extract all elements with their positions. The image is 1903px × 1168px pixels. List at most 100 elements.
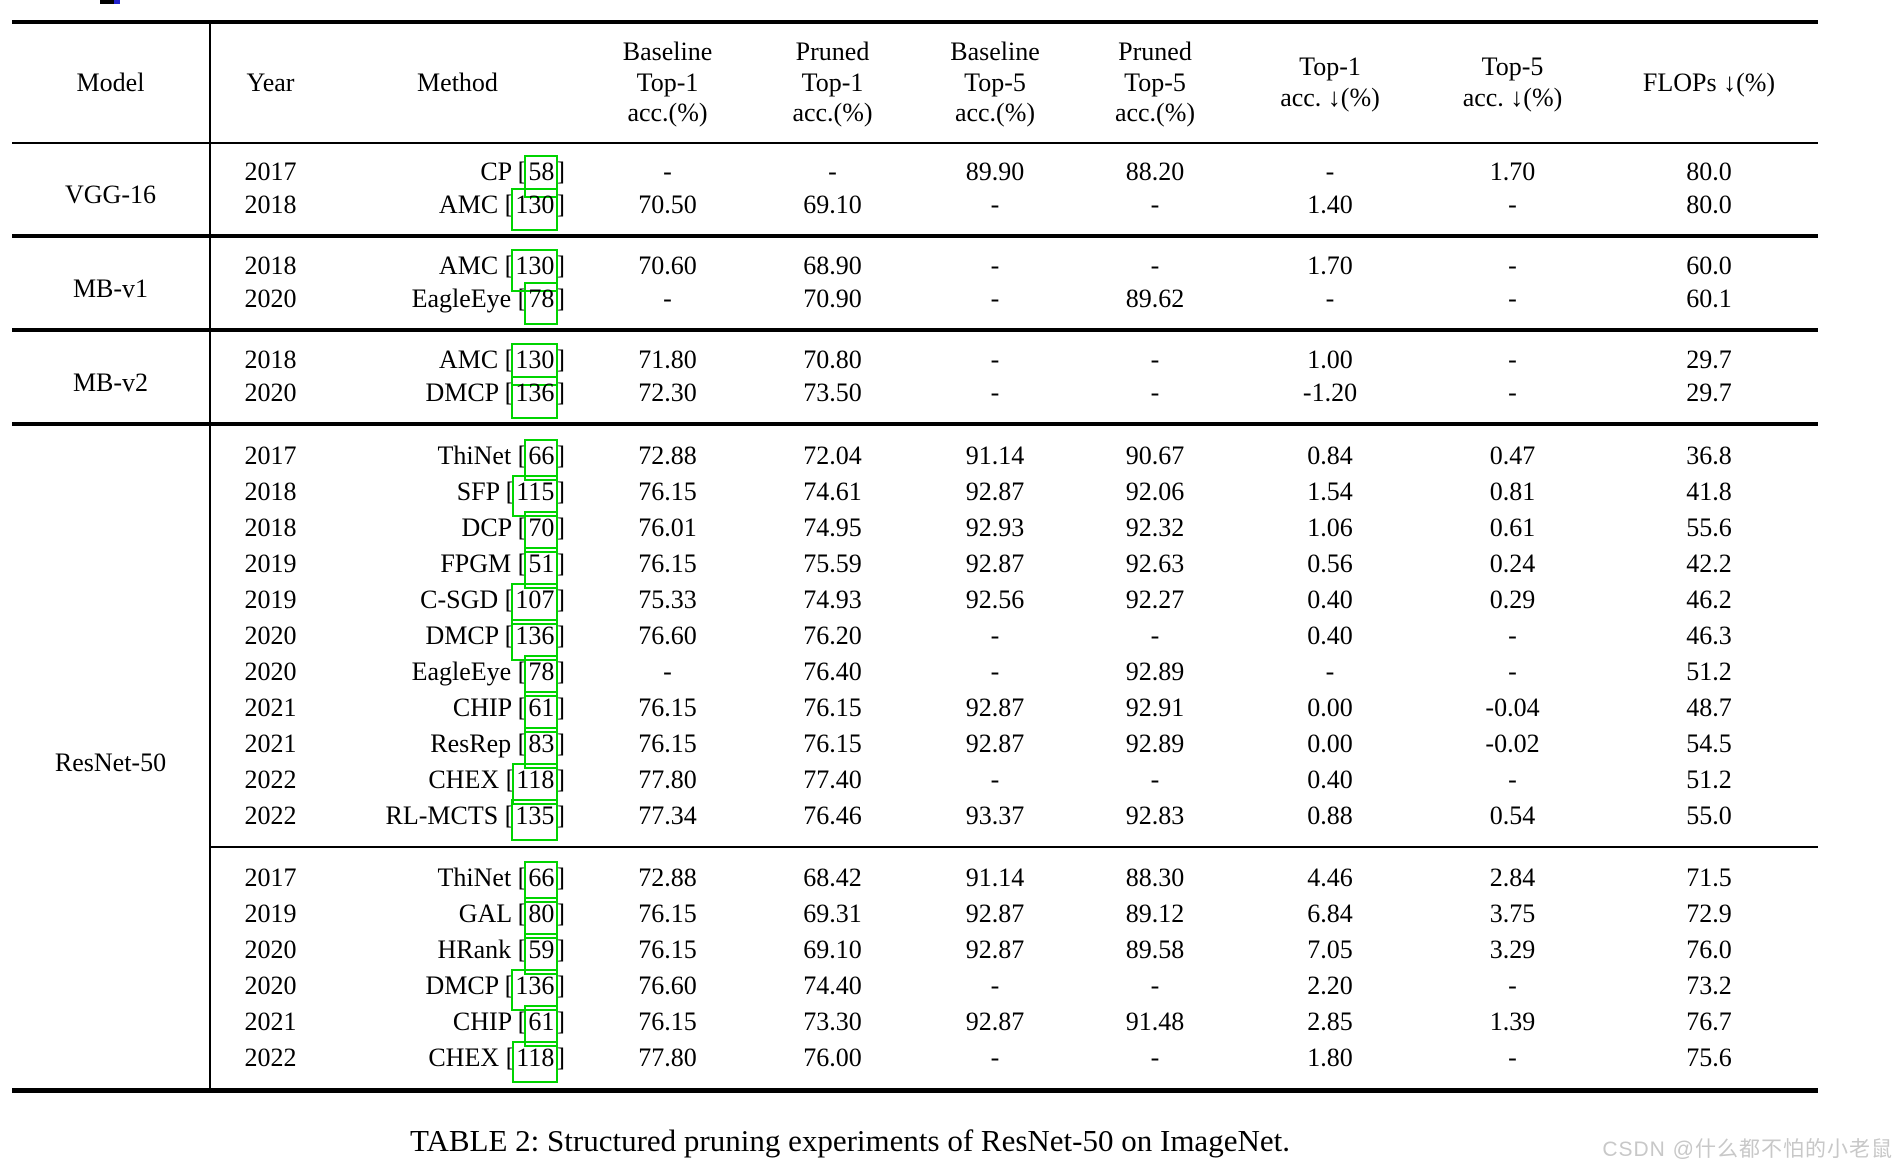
value-cell: -: [990, 1042, 1000, 1072]
value-cell: 91.14: [915, 422, 1075, 474]
value-cell: 73.2: [1686, 970, 1732, 1000]
header-line: Top-5: [1124, 67, 1186, 97]
watermark: CSDN @什么都不怕的小老鼠: [1602, 1138, 1893, 1161]
method-name: CHEX [: [428, 1042, 515, 1072]
citation-link[interactable]: 80: [524, 896, 559, 939]
citation-link[interactable]: 136: [511, 618, 559, 661]
value-cell: -: [828, 157, 837, 187]
value-cell: 71.80: [585, 328, 750, 377]
header-line: Pruned: [1118, 36, 1192, 66]
citation-link[interactable]: 83: [524, 726, 559, 769]
citation-link[interactable]: 58: [524, 155, 559, 198]
header-line: acc.(%): [792, 98, 873, 128]
value-cell: 46.3: [1686, 620, 1732, 650]
header-line: Top-5: [1481, 52, 1544, 82]
value-cell: 2.20: [1307, 970, 1353, 1000]
value-cell: 76.0: [1686, 934, 1732, 964]
table-row: 2019 GAL [80] 76.15 69.31 92.87 89.12 6.84 3.75…: [12, 896, 1818, 939]
method-name: RL-MCTS [: [385, 800, 514, 830]
value-cell: 46.2: [1686, 584, 1732, 614]
value-cell: -: [1325, 157, 1335, 187]
year-cell: 2018: [210, 234, 330, 283]
value-cell: 69.31: [803, 898, 862, 928]
value-cell: -: [1508, 190, 1517, 220]
value-cell: 1.40: [1307, 190, 1353, 220]
citation-link[interactable]: 136: [511, 968, 559, 1011]
citation-bracket: ]: [556, 898, 565, 928]
value-cell: -: [1508, 764, 1517, 794]
value-cell: 73.50: [803, 378, 862, 408]
value-cell: 70.50: [638, 190, 697, 220]
citation-link[interactable]: 61: [524, 690, 559, 733]
citation-link[interactable]: 59: [524, 932, 559, 975]
method-cell: DMCP [136]: [330, 376, 585, 424]
value-cell: 76.60: [638, 970, 697, 1000]
citation-link[interactable]: 130: [511, 343, 559, 386]
value-cell: 75.6: [1686, 1042, 1732, 1072]
citation-link[interactable]: 51: [524, 546, 559, 589]
value-cell: -: [1425, 328, 1600, 377]
value-cell: 92.83: [1125, 800, 1185, 830]
citation-bracket: ]: [556, 284, 565, 314]
value-cell: -: [663, 284, 672, 314]
citation-link[interactable]: 118: [512, 762, 559, 805]
value-cell: -: [1150, 190, 1160, 220]
value-cell: -: [1508, 620, 1517, 650]
value-cell: 92.56: [965, 584, 1025, 614]
citation-bracket: ]: [556, 548, 565, 578]
citation-link[interactable]: 66: [524, 438, 559, 481]
year-cell: 2019: [244, 584, 297, 614]
citation-bracket: ]: [556, 800, 565, 830]
year-cell: 2022: [244, 1042, 297, 1072]
table-row: 2018 SFP [115] 76.15 74.61 92.87 92.06 1.54 0.8…: [12, 474, 1818, 517]
citation-link[interactable]: 130: [511, 249, 559, 292]
citation-bracket: ]: [556, 512, 565, 542]
citation-link[interactable]: 118: [512, 1040, 559, 1083]
value-cell: 92.87: [965, 548, 1025, 578]
table-row: 2020 DMCP [136] 76.60 76.20 - - 0.40 - 46.3: [12, 618, 1818, 661]
value-cell: 90.67: [1075, 422, 1235, 474]
value-cell: 0.00: [1307, 692, 1353, 722]
value-cell: 41.8: [1686, 476, 1732, 506]
col-header-flops-drop: FLOPs ↓(%): [1600, 22, 1818, 144]
pruning-results-table: Model Year Method Baseline Top-1 acc.(%) Prune…: [12, 20, 1818, 1093]
value-cell: 76.20: [803, 620, 862, 650]
citation-link[interactable]: 78: [524, 282, 559, 325]
value-cell: 76.00: [803, 1042, 862, 1072]
citation-link[interactable]: 115: [512, 474, 559, 517]
citation-link[interactable]: 66: [524, 860, 559, 903]
citation-link[interactable]: 70: [524, 510, 559, 553]
value-cell: 75.33: [638, 584, 697, 614]
citation-link[interactable]: 78: [524, 654, 559, 697]
table-row: MB-v1 2018 AMC [130] 70.60 68.90- -1.70-60.0: [12, 234, 1818, 330]
value-cell: 68.42: [750, 846, 915, 896]
year-cell: 2020: [244, 934, 297, 964]
citation-bracket: ]: [556, 251, 565, 281]
citation-link[interactable]: 61: [524, 1004, 559, 1047]
cropped-text-fragment: [100, 0, 114, 4]
method-cell: DMCP [136]: [330, 618, 585, 661]
value-cell: -: [1508, 970, 1517, 1000]
citation-link[interactable]: 130: [511, 188, 559, 231]
citation-link[interactable]: 135: [511, 798, 559, 841]
value-cell: -: [990, 284, 1000, 314]
value-cell: 3.75: [1489, 898, 1536, 928]
method-cell: CHIP [61]: [330, 1004, 585, 1047]
year-cell: 2021: [244, 692, 297, 722]
table-row: 2022 CHEX [118] 77.80 76.00 - - 1.80 - 75.6: [12, 1040, 1818, 1091]
value-cell: 51.2: [1686, 764, 1732, 794]
citation-bracket: ]: [556, 1006, 565, 1036]
value-cell: 54.5: [1686, 728, 1732, 758]
citation-link[interactable]: 136: [511, 376, 559, 419]
value-cell: 0.40: [1307, 764, 1353, 794]
citation-link[interactable]: 107: [511, 582, 559, 625]
value-cell: 36.8: [1600, 422, 1818, 474]
value-cell: -: [915, 234, 1075, 283]
citation-bracket: ]: [556, 190, 565, 220]
header-line: Year: [246, 67, 295, 97]
value-cell: 80.0: [1686, 190, 1732, 220]
value-cell: 88.30: [1075, 846, 1235, 896]
year-cell: 2018: [210, 328, 330, 377]
value-cell: -1.20: [1302, 378, 1358, 408]
value-cell: 92.87: [965, 728, 1025, 758]
